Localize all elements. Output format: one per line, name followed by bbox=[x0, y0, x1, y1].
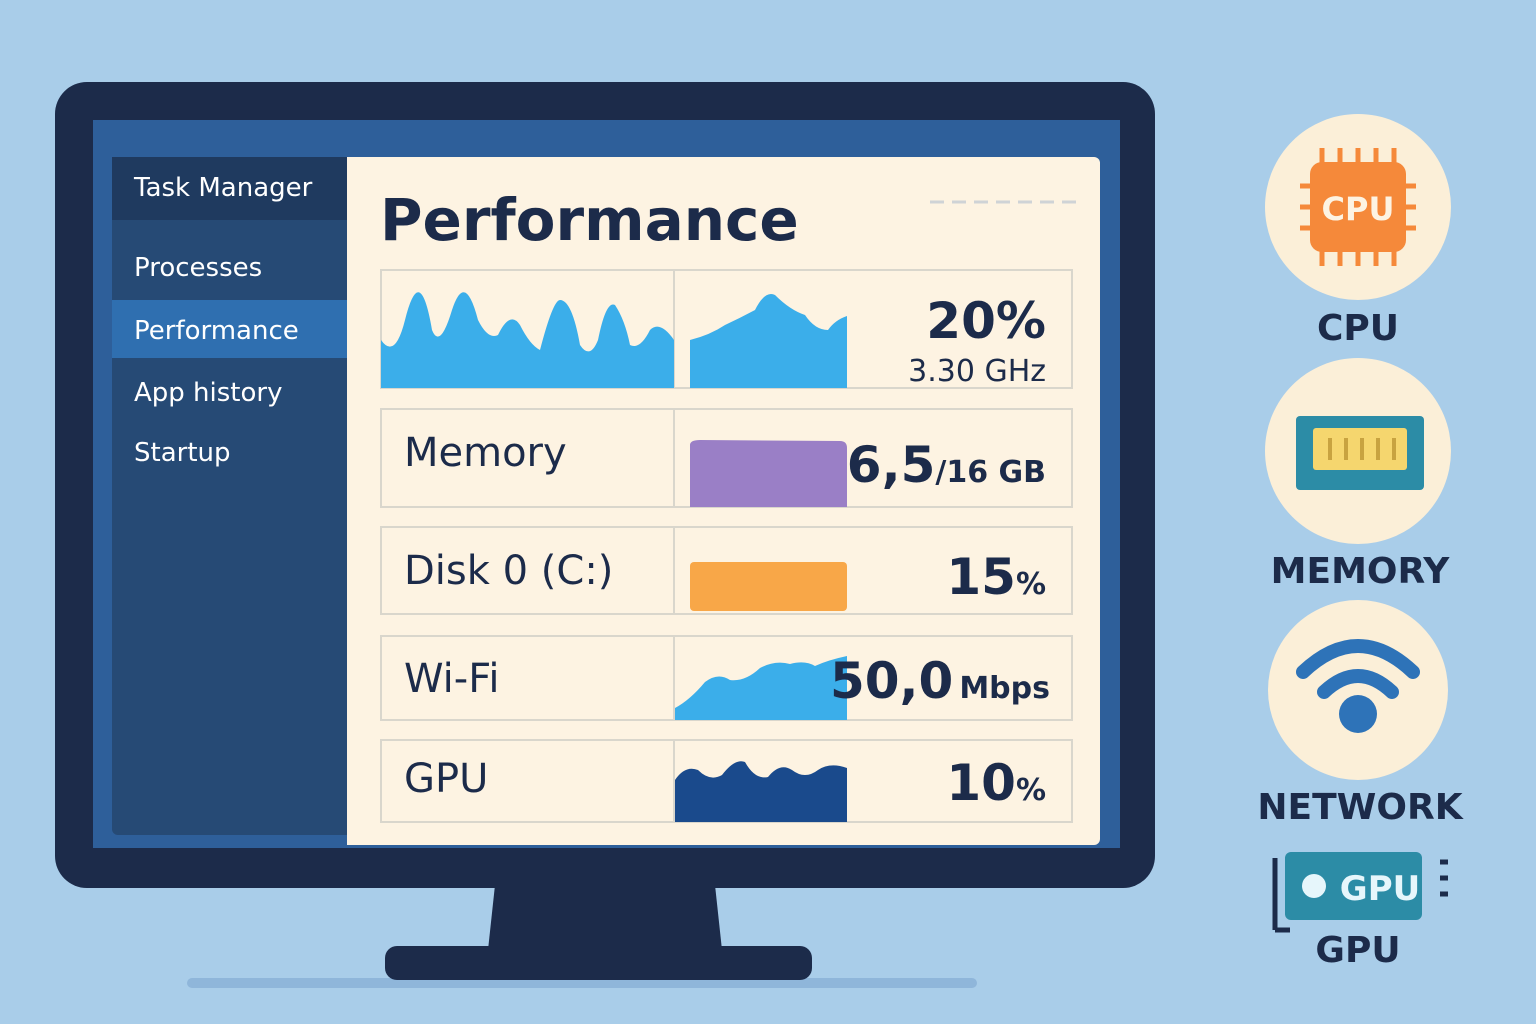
sidebar-header bbox=[112, 157, 352, 220]
cpu-usage: 20% bbox=[926, 292, 1046, 350]
cpu-unit: % bbox=[996, 292, 1046, 350]
gpu-card bbox=[1285, 852, 1422, 920]
cpu-value: 20 bbox=[926, 292, 996, 350]
monitor-neck bbox=[488, 885, 722, 950]
page-heading: Performance bbox=[380, 186, 799, 254]
cpu-chip-label: CPU bbox=[1322, 190, 1395, 228]
memory-graph bbox=[690, 440, 847, 507]
disk-graph bbox=[690, 562, 847, 611]
row-label: Disk 0 (C:) bbox=[404, 548, 613, 594]
icon-circle bbox=[1268, 600, 1448, 780]
gpu-graph bbox=[675, 761, 847, 822]
cpu-speed: 3.30 GHz bbox=[908, 354, 1046, 389]
wifi-arc bbox=[1296, 639, 1420, 679]
wifi-dot bbox=[1339, 695, 1377, 733]
sidebar-selection bbox=[112, 300, 347, 358]
nav-item[interactable]: Processes bbox=[134, 253, 262, 283]
gpu-fan bbox=[1302, 874, 1326, 898]
row-label: GPU bbox=[404, 756, 488, 802]
wifi-unit: Mbps bbox=[959, 671, 1050, 706]
icon-label: NETWORK bbox=[1257, 787, 1463, 828]
row-label: Wi-Fi bbox=[404, 656, 499, 702]
gpu-chip-label: GPU bbox=[1340, 869, 1420, 909]
wifi-speed: 50,0 Mbps bbox=[830, 652, 1050, 710]
cpu-graph bbox=[381, 292, 674, 388]
gpu-bracket bbox=[1272, 858, 1448, 933]
nav-item[interactable]: App history bbox=[134, 378, 282, 408]
monitor-base bbox=[385, 946, 812, 980]
row-label: Memory bbox=[404, 430, 567, 476]
nav-item[interactable]: Startup bbox=[134, 438, 231, 468]
disk-usage: 15% bbox=[946, 548, 1046, 606]
icon-label: MEMORY bbox=[1271, 551, 1451, 592]
memory-lines bbox=[1328, 438, 1396, 460]
cpu-chip bbox=[1310, 162, 1406, 252]
disk-unit: % bbox=[1016, 567, 1046, 602]
wifi-value: 50,0 bbox=[830, 652, 953, 710]
wifi-arc bbox=[1317, 669, 1399, 699]
gpu-unit: % bbox=[1016, 773, 1046, 808]
memory-value: 6,5 bbox=[847, 436, 936, 494]
icon-label: GPU bbox=[1315, 930, 1400, 971]
gpu-usage: 10% bbox=[946, 754, 1046, 812]
memory-unit: /16 GB bbox=[935, 455, 1046, 490]
cpu-graph-2 bbox=[690, 294, 847, 388]
icon-label: CPU bbox=[1317, 308, 1399, 349]
gpu-value: 10 bbox=[946, 754, 1016, 812]
disk-value: 15 bbox=[946, 548, 1016, 606]
app-title: Task Manager bbox=[133, 173, 313, 203]
memory-usage: 6,5/16 GB bbox=[847, 436, 1046, 494]
content-edge bbox=[347, 157, 357, 845]
wifi-graph bbox=[675, 656, 847, 720]
nav-item[interactable]: Performance bbox=[134, 316, 299, 346]
